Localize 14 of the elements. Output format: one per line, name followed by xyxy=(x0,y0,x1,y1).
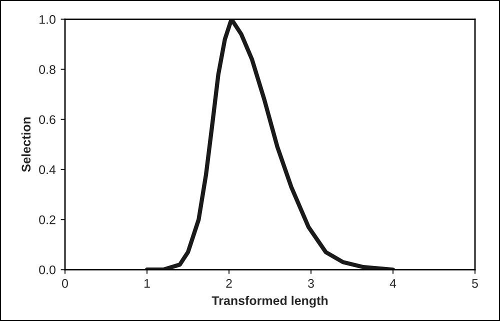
y-tick-label: 0.0 xyxy=(39,265,56,274)
y-axis-title: Selection xyxy=(21,117,31,172)
y-tick-label: 1.0 xyxy=(40,15,56,24)
y-tick-label: 0.8 xyxy=(39,65,56,74)
x-tick-label: 5 xyxy=(472,279,478,288)
y-tick-label: 0.4 xyxy=(39,165,56,174)
x-tick-label: 2 xyxy=(226,279,232,288)
x-axis-title: Transformed length xyxy=(212,296,328,308)
x-tick-label: 1 xyxy=(144,279,150,288)
x-tick-label: 3 xyxy=(308,279,314,288)
y-tick-label: 0.6 xyxy=(39,115,56,124)
x-tick-label: 0 xyxy=(62,279,68,288)
y-tick-label: 0.2 xyxy=(39,215,56,224)
x-tick-label: 4 xyxy=(390,279,396,288)
